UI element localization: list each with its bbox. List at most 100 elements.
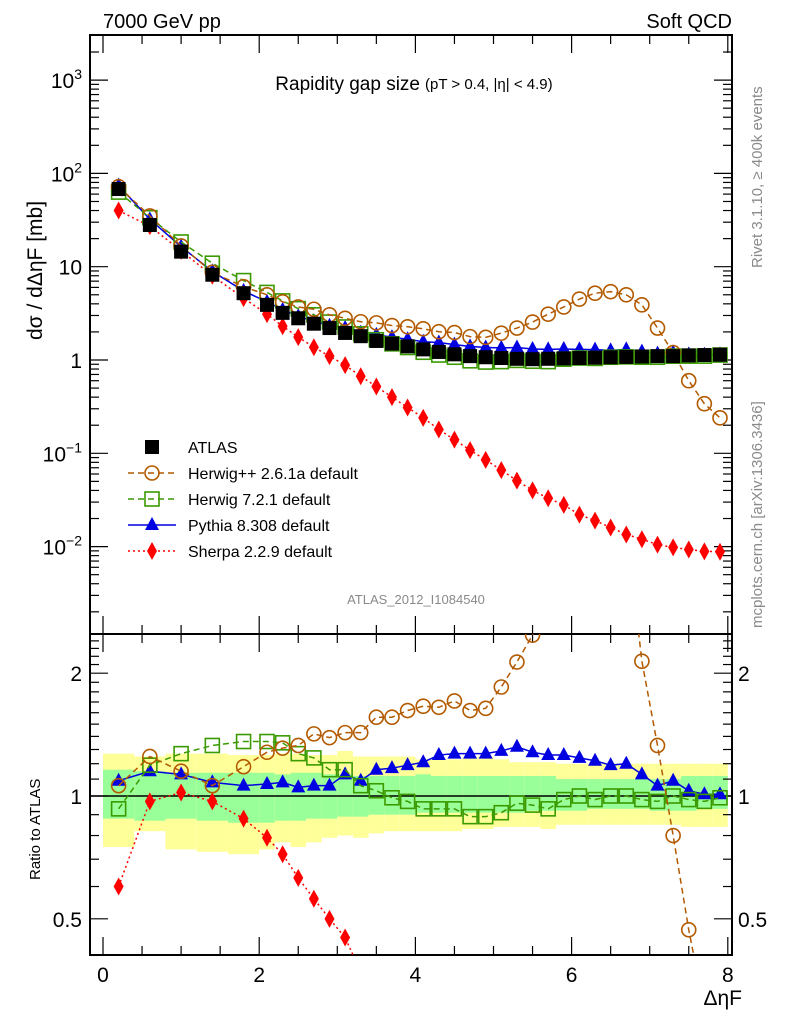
ratio-herwig7-point	[415, 801, 432, 817]
ratio-herwig7-point	[431, 801, 447, 817]
ratio-herwigpp-point	[173, 763, 189, 780]
main-series-herwigpp	[110, 178, 728, 426]
main-atlas-point	[338, 325, 353, 340]
main-atlas-point	[236, 286, 251, 301]
main-pythia-point	[509, 339, 524, 353]
ratio-sherpa-line	[117, 791, 354, 955]
main-atlas-point	[416, 342, 431, 357]
main-y-tick-label: 10	[59, 257, 82, 280]
inner-band-bin	[587, 779, 603, 809]
main-pythia-point	[525, 341, 540, 355]
inner-band-bin	[602, 779, 619, 809]
main-y-tick-label: 10−1	[43, 439, 83, 466]
main-herwigpp-point	[571, 291, 588, 307]
main-herwigpp-point	[415, 320, 432, 337]
ratio-herwig7-point	[384, 789, 400, 806]
main-atlas-point	[322, 321, 337, 336]
ratio-herwig7-point	[204, 737, 221, 754]
main-herwigpp-point	[587, 285, 603, 301]
main-herwigpp-point	[493, 325, 510, 341]
ratio-herwigpp-point	[399, 702, 416, 719]
tick-exponent: −1	[66, 439, 82, 455]
ratio-y-tick-label-right: 1	[738, 786, 750, 809]
main-atlas-point	[494, 351, 509, 366]
ratio-herwig7-point	[540, 801, 556, 817]
ratio-sherpa-point	[277, 845, 288, 864]
ratio-series-herwigpp	[110, 634, 697, 955]
ratio-herwig7-point	[368, 782, 385, 799]
main-y-tick-label: 1	[70, 350, 82, 373]
ratio-herwigpp-point	[337, 724, 353, 741]
axis-ticks	[90, 35, 732, 955]
ratio-herwig7-point	[696, 793, 713, 810]
ratio-pythia-point	[322, 777, 337, 791]
main-herwigpp-point	[712, 410, 728, 426]
ratio-herwig7-point	[712, 789, 728, 806]
ratio-y-tick-label: 1	[70, 786, 82, 809]
main-atlas-point	[525, 352, 540, 367]
x-tick-label: 2	[253, 964, 265, 987]
main-herwigpp-point	[696, 395, 713, 412]
ratio-y-axis-label: Ratio to ATLAS	[27, 779, 44, 880]
ratio-herwig7-point	[555, 791, 572, 808]
ratio-herwigpp-point	[384, 709, 400, 726]
legend-atlas-marker	[145, 440, 159, 454]
ratio-pythia-point	[494, 742, 509, 756]
inner-band-bin	[618, 779, 635, 809]
main-herwigpp-point	[446, 324, 463, 341]
main-atlas-point	[205, 267, 220, 282]
ratio-sherpa-point	[324, 909, 335, 928]
main-atlas-point	[306, 316, 321, 331]
analysis-id-label: ATLAS_2012_I1084540	[347, 592, 485, 607]
main-pythia-point	[556, 341, 571, 355]
main-atlas-point	[369, 333, 384, 348]
ratio-herwigpp-point	[431, 699, 447, 716]
main-atlas-point	[275, 305, 290, 320]
main-y-axis-label: dσ / dΔηF [mb]	[24, 201, 47, 340]
legend-herwigpp-label: Herwig++ 2.6.1a default	[188, 466, 358, 483]
main-sherpa-point	[433, 420, 444, 439]
ratio-herwigpp-point	[509, 654, 525, 670]
ratio-pythia-point	[384, 760, 399, 774]
legend: ATLAS Herwig++ 2.6.1a default Herwig 7.2.1…	[128, 440, 358, 561]
main-atlas-point	[634, 349, 649, 364]
ratio-pythia-point	[369, 761, 384, 775]
ratio-herwig7-point	[462, 808, 478, 825]
ratio-herwig7-point	[587, 791, 603, 808]
inner-band-bin	[431, 775, 447, 813]
inner-band-bin	[634, 779, 650, 809]
legend-sherpa-label: Sherpa 2.2.9 default	[188, 544, 333, 561]
main-sherpa-point	[324, 347, 335, 366]
main-series-atlas	[111, 182, 727, 367]
main-sherpa-point	[590, 511, 601, 530]
ratio-herwig7-point	[321, 761, 338, 778]
main-herwigpp-point	[306, 301, 322, 318]
main-sherpa-point	[277, 317, 288, 336]
ratio-pythia-point	[712, 786, 727, 800]
main-herwigpp-point	[477, 329, 494, 346]
ratio-pythia-point	[572, 749, 587, 763]
main-atlas-point	[681, 348, 696, 363]
main-herwigpp-point	[524, 314, 541, 330]
ratio-herwigpp-point	[415, 698, 432, 714]
main-herwigpp-point	[602, 283, 619, 300]
header-left: 7000 GeV pp	[103, 11, 221, 33]
ratio-sherpa-point	[340, 928, 351, 947]
inner-band-bin	[540, 775, 556, 811]
ratio-pythia-point	[588, 752, 603, 766]
main-herwigpp-point	[431, 323, 447, 340]
main-pythia-point	[478, 339, 493, 353]
main-sherpa-point	[527, 481, 538, 500]
ratio-pythia-point	[478, 745, 493, 759]
main-plot-frame	[89, 34, 733, 635]
ratio-herwigpp-point	[446, 693, 463, 709]
ratio-pythia-point	[541, 747, 556, 761]
main-sherpa-point	[293, 328, 304, 347]
ratio-herwigpp-point	[259, 744, 275, 761]
main-herwigpp-point	[337, 310, 353, 327]
main-sherpa-point	[113, 201, 124, 220]
ratio-herwigpp-point	[665, 827, 681, 844]
main-sherpa-point	[496, 461, 507, 480]
x-tick-label: 4	[410, 964, 422, 987]
ratio-herwig7-point	[173, 745, 189, 762]
